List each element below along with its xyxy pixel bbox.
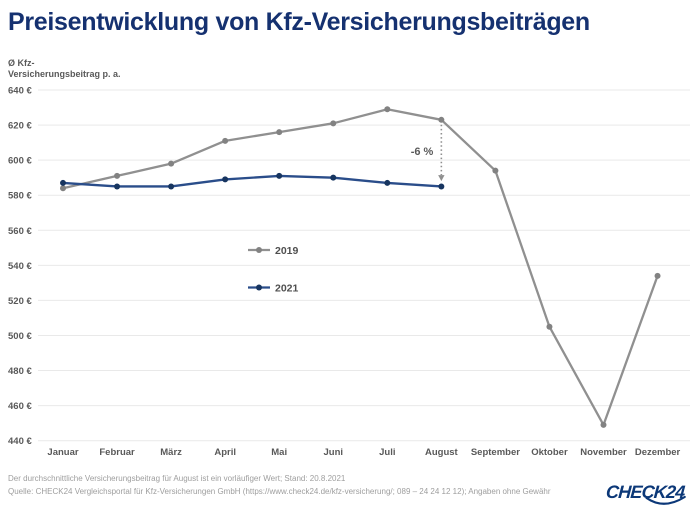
page-title: Preisentwicklung von Kfz-Versicherungsbe… <box>8 8 590 36</box>
x-tick-label: September <box>471 447 520 458</box>
y-tick-label: 440 € <box>8 436 32 447</box>
x-tick-label: Januar <box>47 447 78 458</box>
legend: 2019 2021 <box>248 245 299 294</box>
x-tick-label: Juni <box>323 447 343 458</box>
series-2019 <box>60 106 661 428</box>
gridlines <box>38 89 690 442</box>
x-tick-label: April <box>214 447 236 458</box>
series-2021-point <box>222 176 229 183</box>
series-2019-point <box>60 185 66 192</box>
legend-marker-2021 <box>256 284 262 291</box>
y-tick-label: 600 € <box>8 156 32 167</box>
series-2019-point <box>600 421 607 428</box>
series-2019-point <box>168 160 175 167</box>
y-tick-label: 460 € <box>8 401 32 412</box>
series-2021-point <box>384 179 391 186</box>
y-axis-tick-labels: 640 € 620 € 600 € 580 € 560 € 540 € 520 € 500 €… <box>8 86 32 448</box>
x-tick-label: Juli <box>379 447 395 458</box>
series-2021-point <box>60 179 66 186</box>
footer-notes: Der durchschnittliche Versicherungsbeitr… <box>8 473 551 498</box>
check24-logo-swoosh-icon <box>645 496 686 505</box>
series-2019-point <box>114 172 121 179</box>
legend-marker-2019 <box>256 247 262 253</box>
x-tick-label: März <box>160 447 182 458</box>
y-tick-label: 580 € <box>8 191 32 202</box>
annotation-text: -6 % <box>411 146 434 158</box>
y-axis-label-line2: Versicherungsbeitrag p. a. <box>8 69 121 79</box>
series-2019-point <box>492 167 499 174</box>
x-tick-label: August <box>425 447 459 458</box>
series-2019-point <box>330 120 337 127</box>
y-tick-label: 560 € <box>8 226 32 237</box>
series-2019-point <box>276 129 283 136</box>
x-tick-label: Mai <box>271 447 287 458</box>
y-axis-label: Ø Kfz- Versicherungsbeitrag p. a. <box>8 58 121 80</box>
series-2021-point <box>168 183 175 190</box>
series-2019-point <box>438 116 445 123</box>
footer-note-source: Quelle: CHECK24 Vergleichsportal für Kfz… <box>8 486 551 496</box>
check24-logo: CHECK24 <box>605 482 686 505</box>
x-axis-month-labels: Januar Februar März April Mai Juni Juli August S… <box>47 447 680 458</box>
series-2019-point <box>384 106 391 113</box>
series-2021-point <box>330 174 337 181</box>
series-2019-point <box>546 323 553 330</box>
footer-note-preliminary: Der durchschnittliche Versicherungsbeitr… <box>8 474 346 483</box>
legend-label-2021: 2021 <box>275 282 299 294</box>
y-tick-label: 540 € <box>8 261 32 272</box>
series-2019-point <box>654 272 661 279</box>
x-tick-label: Dezember <box>635 447 681 458</box>
y-tick-label: 500 € <box>8 331 32 342</box>
y-tick-label: 620 € <box>8 121 32 132</box>
annotation-minus-6-percent: -6 % <box>411 124 445 182</box>
y-axis-label-line1: Ø Kfz- <box>8 58 35 68</box>
series-2021-line <box>62 174 442 188</box>
series-2021-point <box>114 183 121 190</box>
series-2019-point <box>222 137 229 144</box>
series-2021 <box>60 172 445 190</box>
x-tick-label: Oktober <box>531 447 568 458</box>
series-2021-point <box>276 172 283 179</box>
x-tick-label: November <box>580 447 627 458</box>
series-2021-point <box>438 183 445 190</box>
x-tick-label: Februar <box>99 447 135 458</box>
y-tick-label: 520 € <box>8 296 32 307</box>
annotation-arrowhead-icon <box>438 175 445 182</box>
y-tick-label: 640 € <box>8 86 32 97</box>
legend-label-2019: 2019 <box>275 245 299 257</box>
y-tick-label: 480 € <box>8 366 32 377</box>
series-2019-line <box>62 108 659 427</box>
